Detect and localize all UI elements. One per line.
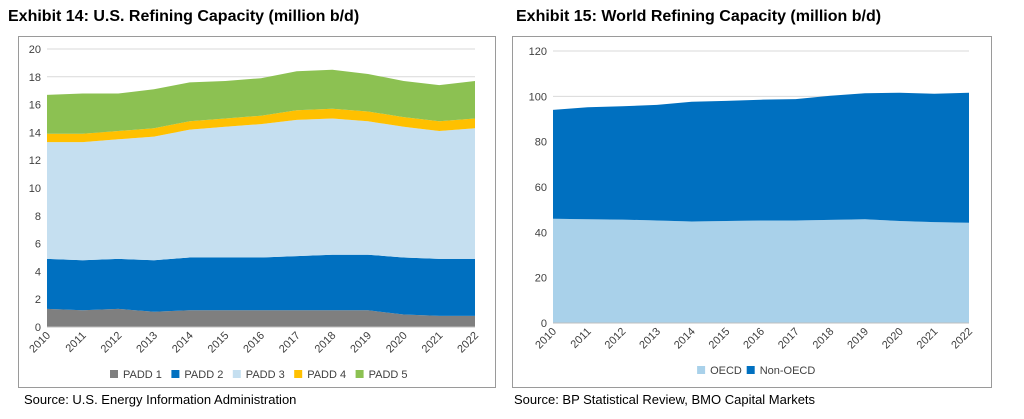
y-tick-label: 20	[29, 44, 41, 56]
x-tick-label: 2011	[569, 326, 594, 351]
area-padd-4	[47, 108, 475, 143]
x-tick-label: 2012	[603, 326, 629, 352]
y-tick-label: 100	[529, 91, 547, 103]
x-tick-label: 2016	[741, 326, 767, 352]
legend-swatch-oecd	[697, 366, 706, 374]
area-padd-3	[47, 118, 475, 261]
x-tick-label: 2019	[845, 326, 871, 352]
x-tick-label: 2021	[915, 326, 941, 352]
area-padd-2	[47, 254, 475, 316]
x-tick-label: 2018	[811, 326, 837, 352]
x-tick-label: 2017	[776, 326, 802, 352]
x-tick-label: 2019	[348, 330, 374, 356]
x-tick-label: 2014	[170, 330, 196, 356]
x-tick-label: 2016	[241, 330, 267, 356]
y-tick-label: 6	[35, 239, 41, 251]
x-tick-label: 2013	[637, 326, 663, 352]
legend-label-padd-4: PADD 4	[307, 369, 346, 381]
us-chart-source: Source: U.S. Energy Information Administ…	[24, 392, 297, 407]
y-tick-label: 20	[535, 273, 547, 285]
x-tick-label: 2010	[533, 326, 559, 352]
x-tick-label: 2010	[27, 330, 53, 356]
y-tick-label: 80	[535, 137, 547, 149]
x-tick-label: 2014	[672, 326, 698, 352]
legend-swatch-padd-2	[171, 370, 180, 378]
y-tick-label: 18	[29, 72, 41, 84]
y-tick-label: 14	[29, 127, 41, 139]
y-tick-label: 0	[541, 318, 547, 330]
legend-swatch-padd-1	[110, 370, 118, 378]
legend-label-padd-3: PADD 3	[246, 369, 285, 381]
us-chart-frame: 0 2 4 6 8 10 12 14 16 18 20 2010 2011 2012 2013 2014 201…	[18, 36, 496, 388]
world-refining-chart: 0 20 40 60 80 100 120 2010 2011 2012 2013 2014 2015 2…	[529, 46, 975, 377]
y-tick-label: 4	[35, 266, 41, 278]
legend-label-oecd: OECD	[710, 365, 742, 377]
y-tick-label: 10	[29, 183, 41, 195]
y-tick-label: 16	[29, 100, 41, 112]
area-padd-5	[47, 69, 475, 134]
x-tick-label: 2021	[420, 330, 446, 356]
y-tick-label: 0	[35, 322, 41, 334]
x-tick-label: 2022	[455, 330, 481, 356]
world-chart-title: Exhibit 15: World Refining Capacity (mil…	[516, 8, 882, 25]
x-tick-label: 2013	[134, 330, 160, 356]
legend-label-padd-1: PADD 1	[123, 369, 162, 381]
area-padd-1	[47, 308, 475, 327]
legend-label-non-oecd: Non-OECD	[760, 365, 816, 377]
y-tick-label: 2	[35, 294, 41, 306]
x-tick-label: 2017	[277, 330, 303, 356]
x-tick-label: 2015	[707, 326, 733, 352]
y-tick-label: 60	[535, 182, 547, 194]
area-non-oecd	[553, 92, 969, 223]
legend-label-padd-5: PADD 5	[369, 369, 408, 381]
x-tick-label: 2020	[880, 326, 906, 352]
x-tick-label: 2018	[313, 330, 339, 356]
x-tick-label: 2020	[384, 330, 410, 356]
y-tick-label: 40	[535, 227, 547, 239]
world-refining-panel: Exhibit 15: World Refining Capacity (mil…	[508, 0, 1024, 419]
world-chart-frame: 0 20 40 60 80 100 120 2010 2011 2012 2013 2014 2015 2…	[512, 36, 992, 388]
y-tick-label: 120	[529, 46, 547, 58]
x-tick-label: 2015	[206, 330, 232, 356]
legend-swatch-padd-4	[294, 370, 303, 378]
us-refining-chart: 0 2 4 6 8 10 12 14 16 18 20 2010 2011 2012 2013 2014 201…	[27, 44, 481, 381]
us-chart-title: Exhibit 14: U.S. Refining Capacity (mill…	[8, 8, 360, 25]
x-tick-label: 2012	[99, 330, 125, 356]
y-tick-label: 12	[29, 155, 41, 167]
x-tick-label: 2011	[64, 330, 89, 355]
legend-label-padd-2: PADD 2	[184, 369, 223, 381]
world-chart-source: Source: BP Statistical Review, BMO Capit…	[514, 392, 816, 407]
legend-swatch-padd-5	[355, 370, 364, 378]
legend-swatch-padd-3	[232, 370, 241, 378]
x-tick-label: 2022	[949, 326, 975, 352]
area-oecd	[553, 218, 969, 323]
legend-swatch-non-oecd	[746, 366, 755, 374]
y-tick-label: 8	[35, 211, 41, 223]
us-refining-panel: Exhibit 14: U.S. Refining Capacity (mill…	[0, 0, 500, 419]
